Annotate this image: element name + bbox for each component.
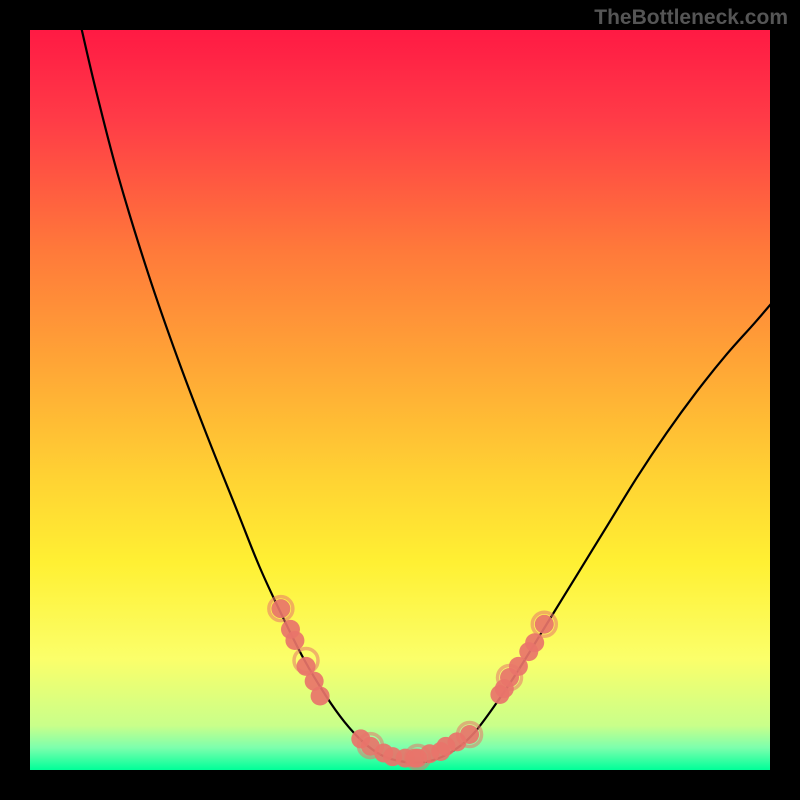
data-point <box>460 725 479 744</box>
data-point <box>285 631 304 650</box>
data-point <box>271 599 290 618</box>
data-point <box>311 687 330 706</box>
data-point <box>535 615 554 634</box>
watermark-text: TheBottleneck.com <box>594 6 788 30</box>
chart-gradient-bg <box>30 30 770 770</box>
chart-container: TheBottleneck.com <box>0 0 800 800</box>
bottleneck-chart <box>0 0 800 800</box>
data-point <box>525 633 544 652</box>
